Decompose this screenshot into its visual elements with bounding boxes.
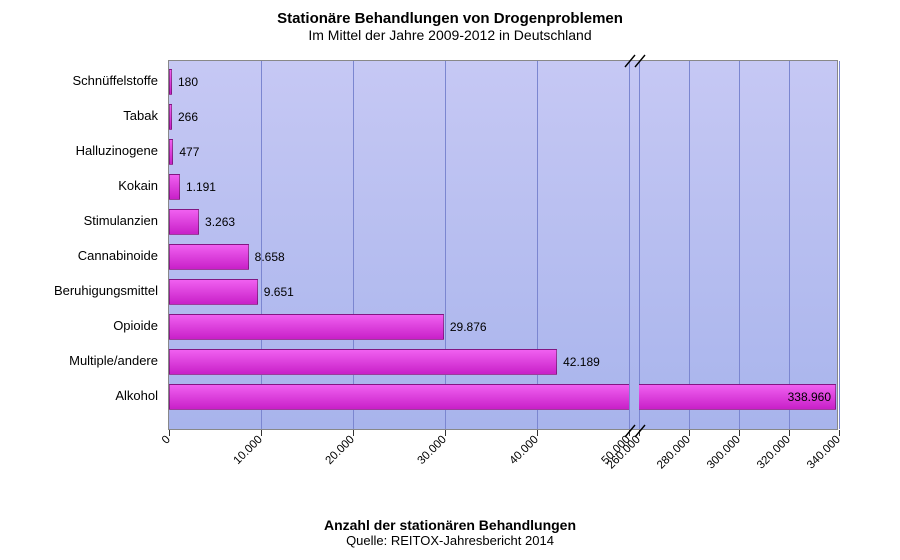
gridline bbox=[689, 61, 690, 429]
chart-subtitle: Im Mittel der Jahre 2009-2012 in Deutsch… bbox=[0, 27, 900, 43]
bar bbox=[169, 244, 249, 270]
value-label: 9.651 bbox=[264, 279, 294, 305]
source-label: Quelle: REITOX-Jahresbericht 2014 bbox=[0, 533, 900, 548]
bar bbox=[169, 139, 173, 165]
gridline bbox=[839, 61, 840, 429]
value-label: 477 bbox=[179, 139, 199, 165]
category-label: Opioide bbox=[0, 313, 158, 339]
xtick-mark bbox=[639, 430, 640, 436]
xaxis-label-block: Anzahl der stationären Behandlungen Quel… bbox=[0, 517, 900, 548]
bar bbox=[169, 209, 199, 235]
xtick-mark bbox=[353, 430, 354, 436]
xtick-mark bbox=[739, 430, 740, 436]
xtick-mark bbox=[169, 430, 170, 436]
xtick-mark bbox=[689, 430, 690, 436]
gridline bbox=[629, 61, 630, 429]
bar bbox=[169, 349, 557, 375]
value-label: 338.960 bbox=[788, 384, 831, 410]
value-label: 3.263 bbox=[205, 209, 235, 235]
bar bbox=[169, 279, 258, 305]
xtick-mark bbox=[789, 430, 790, 436]
axis-break-top bbox=[621, 53, 651, 69]
xtick-mark bbox=[445, 430, 446, 436]
category-label: Kokain bbox=[0, 173, 158, 199]
category-label: Halluzinogene bbox=[0, 138, 158, 164]
xtick-mark bbox=[629, 430, 630, 436]
title-block: Stationäre Behandlungen von Drogenproble… bbox=[0, 0, 900, 43]
plot-area: 180 266 477 1.191 3.263 8.658 9.651 29.876 42.18… bbox=[168, 60, 838, 430]
category-label: Schnüffelstoffe bbox=[0, 68, 158, 94]
xtick-mark bbox=[839, 430, 840, 436]
category-label: Tabak bbox=[0, 103, 158, 129]
bar bbox=[169, 104, 172, 130]
category-label: Alkohol bbox=[0, 383, 158, 409]
value-label: 1.191 bbox=[186, 174, 216, 200]
bar-segment-1 bbox=[169, 384, 629, 410]
value-label: 266 bbox=[178, 104, 198, 130]
value-label: 180 bbox=[178, 69, 198, 95]
category-label: Multiple/andere bbox=[0, 348, 158, 374]
gridline bbox=[739, 61, 740, 429]
value-label: 8.658 bbox=[255, 244, 285, 270]
chart-title: Stationäre Behandlungen von Drogenproble… bbox=[0, 10, 900, 27]
bar bbox=[169, 69, 172, 95]
category-label: Beruhigungsmittel bbox=[0, 278, 158, 304]
gridline bbox=[639, 61, 640, 429]
gridline bbox=[789, 61, 790, 429]
xtick-mark bbox=[261, 430, 262, 436]
bar bbox=[169, 314, 444, 340]
bar bbox=[169, 174, 180, 200]
value-label: 29.876 bbox=[450, 314, 487, 340]
xtick-mark bbox=[537, 430, 538, 436]
value-label: 42.189 bbox=[563, 349, 600, 375]
category-label: Cannabinoide bbox=[0, 243, 158, 269]
xaxis-label: Anzahl der stationären Behandlungen bbox=[0, 517, 900, 533]
category-label: Stimulanzien bbox=[0, 208, 158, 234]
